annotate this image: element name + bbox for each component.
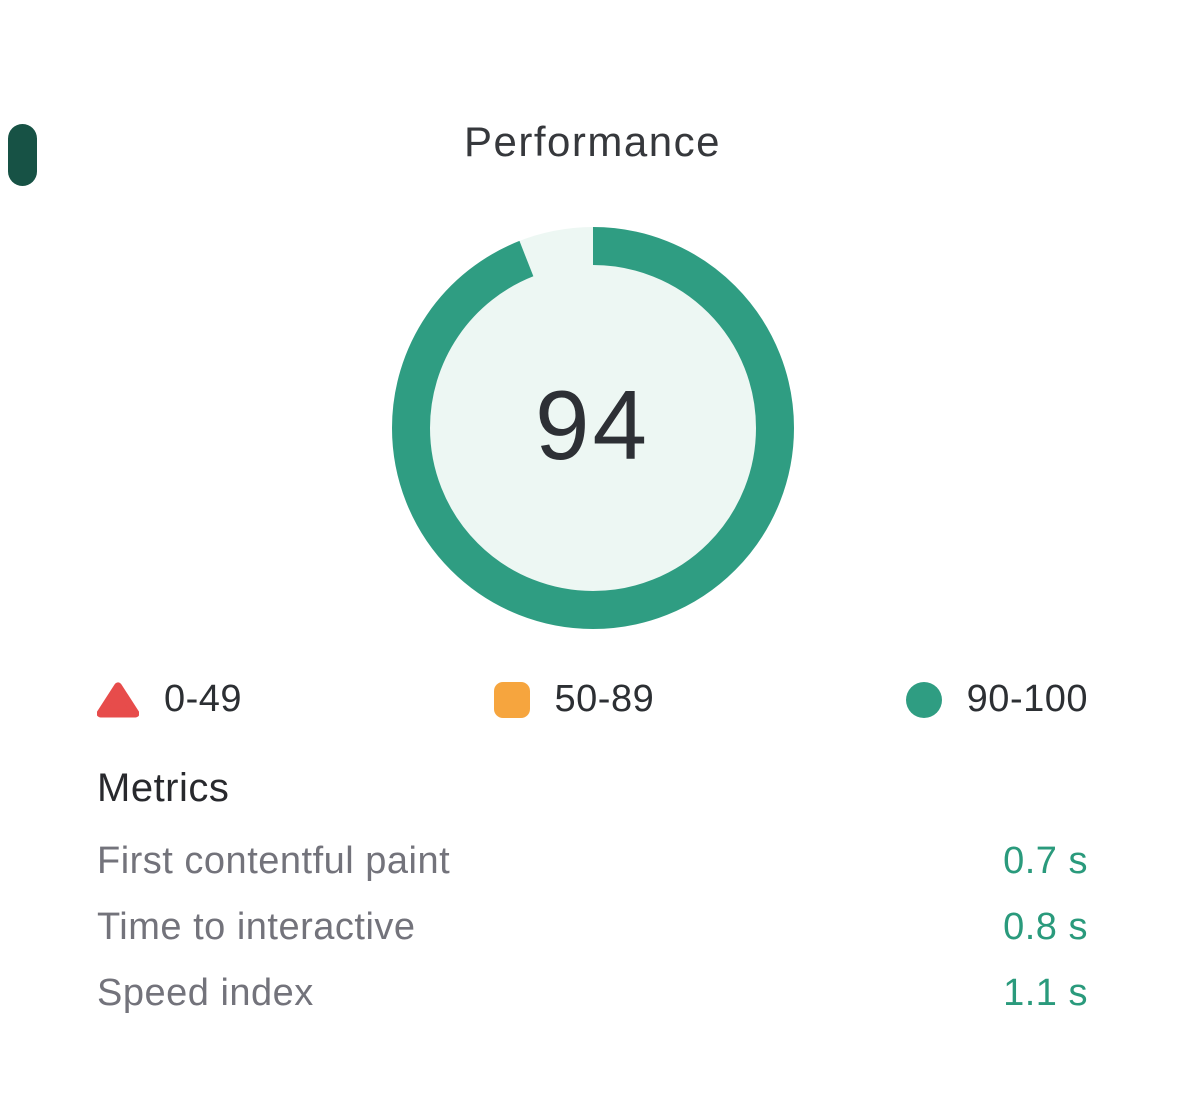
circle-icon — [905, 681, 942, 718]
triangle-icon — [97, 682, 139, 718]
gauge-svg — [391, 227, 794, 629]
performance-report: Performance 94 0-49 50-89 90-100 Metrics… — [0, 116, 1185, 1015]
legend-item-average: 50-89 — [493, 678, 655, 721]
gauge-arc — [391, 227, 794, 629]
metric-value: 1.1 s — [1003, 972, 1088, 1014]
legend-item-fail: 0-49 — [97, 678, 242, 721]
metric-row-time-to-interactive: Time to interactive 0.8 s — [97, 905, 1088, 949]
metric-row-first-contentful-paint: First contentful paint 0.7 s — [97, 839, 1088, 883]
legend-label: 50-89 — [554, 678, 655, 720]
metric-label: Speed index — [97, 972, 314, 1014]
metric-label: First contentful paint — [97, 840, 451, 882]
score-legend: 0-49 50-89 90-100 — [97, 678, 1088, 721]
gauge-score: 94 — [534, 369, 650, 480]
square-icon — [493, 681, 530, 718]
metric-value: 0.8 s — [1003, 906, 1088, 948]
metric-row-speed-index: Speed index 1.1 s — [97, 971, 1088, 1015]
metrics-heading: Metrics — [97, 766, 230, 810]
legend-label: 90-100 — [966, 678, 1088, 720]
performance-gauge: 94 — [391, 226, 795, 630]
metric-label: Time to interactive — [97, 906, 416, 948]
metric-value: 0.7 s — [1003, 840, 1088, 882]
page-title: Performance — [464, 118, 721, 165]
gauge-inner-disc — [391, 227, 794, 629]
gauge-section: 94 — [97, 226, 1088, 630]
legend-item-pass: 90-100 — [905, 678, 1088, 721]
legend-label: 0-49 — [164, 678, 243, 720]
scrollbar-thumb[interactable] — [8, 124, 37, 186]
